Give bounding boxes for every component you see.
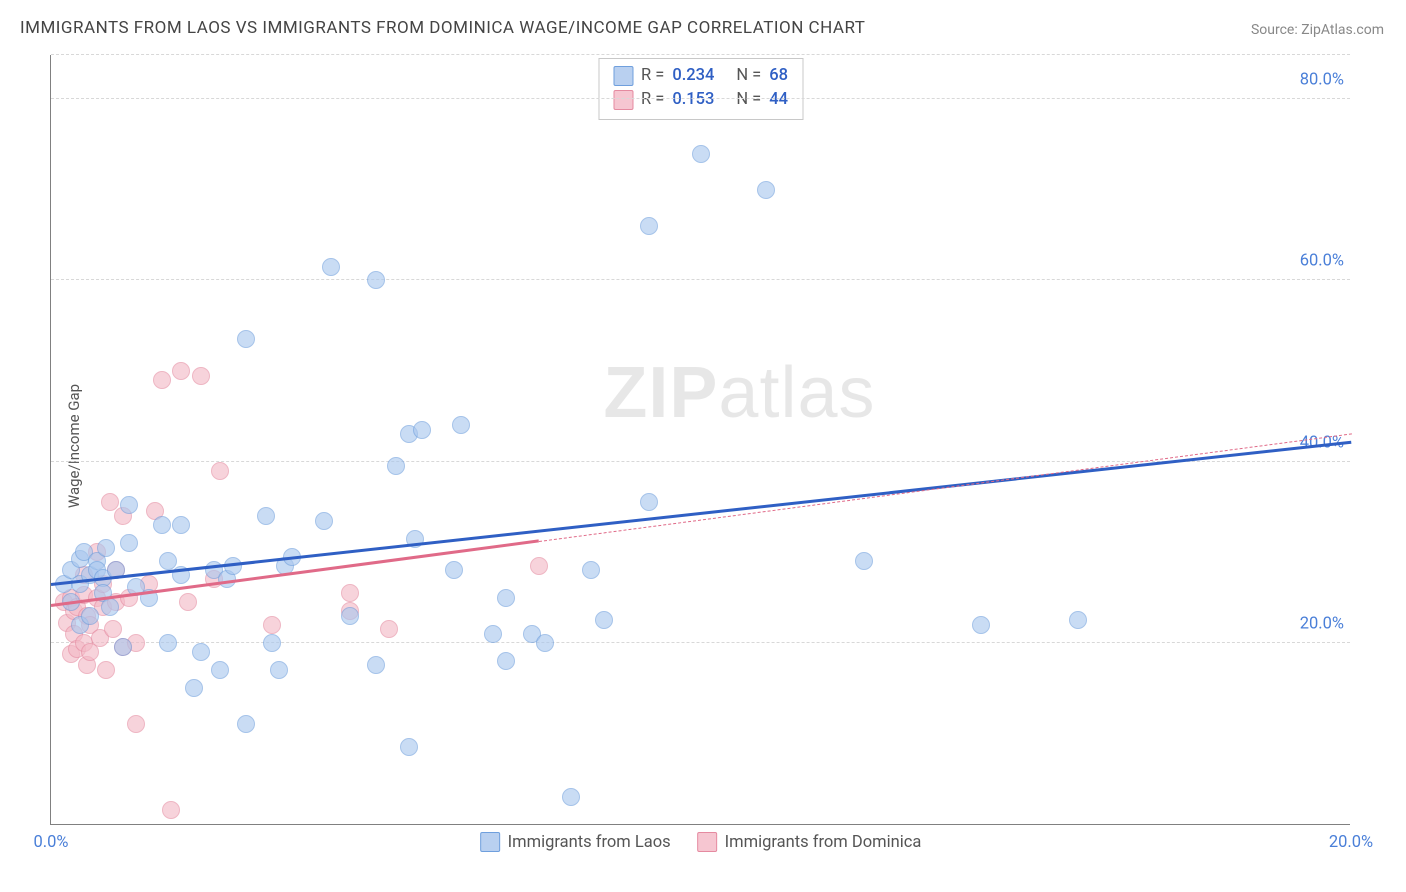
scatter-point — [237, 715, 255, 733]
scatter-point — [179, 593, 197, 611]
scatter-point — [101, 598, 119, 616]
scatter-point — [211, 462, 229, 480]
gridline — [51, 642, 1350, 643]
n-value: 68 — [769, 64, 788, 88]
scatter-point — [162, 801, 180, 819]
scatter-point — [172, 516, 190, 534]
scatter-point — [341, 607, 359, 625]
scatter-point — [484, 625, 502, 643]
scatter-point — [530, 557, 548, 575]
legend-swatch — [613, 66, 633, 86]
scatter-point — [413, 421, 431, 439]
scatter-point — [757, 181, 775, 199]
scatter-point — [81, 607, 99, 625]
r-value: 0.153 — [672, 88, 722, 112]
x-tick-label: 0.0% — [34, 833, 69, 852]
legend-swatch — [613, 90, 633, 110]
scatter-point — [536, 634, 554, 652]
scatter-point — [692, 145, 710, 163]
chart-title: IMMIGRANTS FROM LAOS VS IMMIGRANTS FROM … — [20, 18, 865, 38]
scatter-point — [387, 457, 405, 475]
scatter-point — [1069, 611, 1087, 629]
scatter-point — [341, 584, 359, 602]
legend-swatch — [697, 832, 717, 852]
scatter-point — [120, 496, 138, 514]
scatter-point — [640, 217, 658, 235]
gridline — [51, 279, 1350, 280]
stat-row: R =0.153N =44 — [613, 88, 788, 112]
gridline — [51, 98, 1350, 99]
scatter-point — [237, 330, 255, 348]
scatter-point — [104, 620, 122, 638]
legend-item: Immigrants from Dominica — [697, 832, 922, 852]
r-value: 0.234 — [672, 64, 722, 88]
scatter-point — [114, 638, 132, 656]
scatter-point — [497, 652, 515, 670]
legend-label: Immigrants from Laos — [508, 833, 671, 852]
scatter-point — [322, 258, 340, 276]
scatter-point — [257, 507, 275, 525]
scatter-point — [97, 661, 115, 679]
scatter-point — [192, 367, 210, 385]
scatter-point — [120, 534, 138, 552]
scatter-point — [192, 643, 210, 661]
scatter-point — [315, 512, 333, 530]
scatter-point — [595, 611, 613, 629]
scatter-point — [153, 516, 171, 534]
scatter-point — [380, 620, 398, 638]
scatter-point — [367, 656, 385, 674]
legend-item: Immigrants from Laos — [480, 832, 671, 852]
scatter-point — [972, 616, 990, 634]
source-label: Source: ZipAtlas.com — [1251, 22, 1384, 38]
scatter-point — [855, 552, 873, 570]
scatter-point — [452, 416, 470, 434]
scatter-point — [270, 661, 288, 679]
series-legend: Immigrants from Laos Immigrants from Domi… — [480, 832, 922, 852]
scatter-point — [159, 634, 177, 652]
trend-line — [51, 441, 1351, 586]
n-value: 44 — [769, 88, 788, 112]
scatter-point — [153, 371, 171, 389]
scatter-point — [400, 738, 418, 756]
trend-line — [538, 433, 1351, 542]
stat-row: R =0.234N =68 — [613, 64, 788, 88]
scatter-point — [172, 362, 190, 380]
scatter-point — [445, 561, 463, 579]
scatter-point — [211, 661, 229, 679]
scatter-point — [97, 539, 115, 557]
chart-plot-area: ZIPatlas R =0.234N =68R =0.153N =44 Immi… — [50, 55, 1350, 825]
scatter-point — [263, 634, 281, 652]
legend-swatch — [480, 832, 500, 852]
scatter-point — [582, 561, 600, 579]
x-tick-label: 20.0% — [1329, 833, 1373, 852]
scatter-point — [497, 589, 515, 607]
scatter-point — [562, 788, 580, 806]
gridline — [51, 54, 1350, 55]
scatter-point — [127, 715, 145, 733]
scatter-point — [185, 679, 203, 697]
correlation-stats-box: R =0.234N =68R =0.153N =44 — [598, 58, 803, 120]
y-tick-label: 60.0% — [1300, 252, 1344, 271]
watermark: ZIPatlas — [603, 352, 875, 434]
y-tick-label: 80.0% — [1300, 71, 1344, 90]
scatter-point — [367, 271, 385, 289]
scatter-point — [640, 493, 658, 511]
scatter-point — [263, 616, 281, 634]
legend-label: Immigrants from Dominica — [725, 833, 922, 852]
y-tick-label: 20.0% — [1300, 614, 1344, 633]
